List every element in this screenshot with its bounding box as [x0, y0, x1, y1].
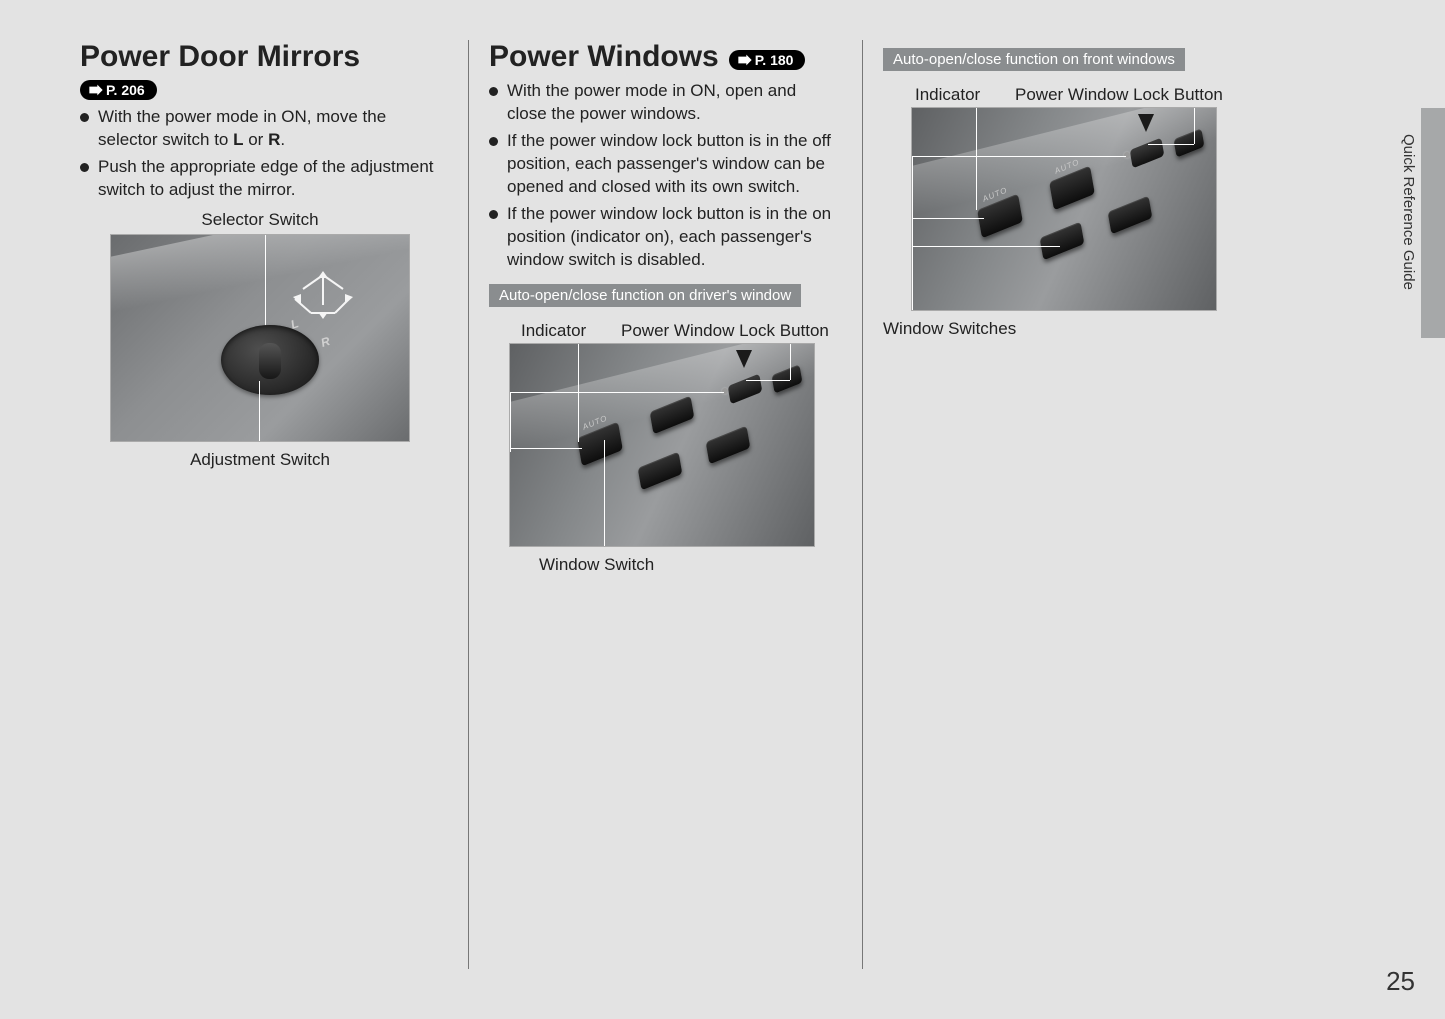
leader-line	[604, 440, 605, 547]
leader-line	[790, 344, 791, 380]
mirror-graphic: L R	[110, 234, 410, 442]
bullet-item: If the power window lock button is in th…	[489, 203, 834, 272]
leader-line	[912, 246, 913, 311]
label-window-switches: Window Switches	[883, 319, 1244, 339]
label-row-driver: Indicator Power Window Lock Button	[489, 321, 834, 341]
window-switch	[705, 425, 750, 464]
label-indicator: Indicator	[521, 321, 621, 341]
label-selector-switch: Selector Switch	[80, 210, 440, 230]
driver-window-graphic: AUTO	[509, 343, 815, 547]
page-ref-arrow-icon	[737, 54, 753, 66]
bullet-item: Push the appropriate edge of the adjustm…	[80, 156, 440, 202]
leader-line	[510, 392, 511, 452]
down-arrow-icon	[736, 350, 752, 368]
indicator-dot	[1124, 152, 1130, 158]
leader-line	[265, 235, 266, 327]
leader-line	[510, 392, 724, 393]
heading-windows-text: Power Windows	[489, 40, 719, 74]
leader-line	[259, 381, 260, 441]
leader-line	[1148, 144, 1194, 145]
bullets-mirrors: With the power mode in ON, move the sele…	[80, 106, 440, 202]
page-content: Power Door Mirrors P. 206 With the power…	[80, 40, 1385, 969]
down-arrow-icon	[1138, 114, 1154, 132]
window-switch	[637, 451, 682, 490]
bullet-item: With the power mode in ON, open and clos…	[489, 80, 834, 126]
side-tab	[1421, 108, 1445, 338]
leader-line	[912, 156, 913, 246]
bullets-windows: With the power mode in ON, open and clos…	[489, 80, 834, 272]
window-switch	[1039, 222, 1084, 261]
r-marker: R	[319, 334, 332, 350]
label-adjustment-switch: Adjustment Switch	[80, 450, 440, 470]
page-ref-mirrors-text: P. 206	[106, 82, 145, 98]
label-lock-button: Power Window Lock Button	[1015, 85, 1244, 105]
page-ref-windows: P. 180	[729, 50, 806, 70]
leader-line	[510, 448, 582, 449]
leader-line	[976, 108, 977, 210]
label-lock-button: Power Window Lock Button	[621, 321, 834, 341]
column-windows: Power Windows P. 180 With the power mode…	[468, 40, 862, 969]
leader-line	[578, 344, 579, 442]
direction-arrows-icon	[293, 269, 363, 323]
bullet-item: If the power window lock button is in th…	[489, 130, 834, 199]
sub-header-front: Auto-open/close function on front window…	[883, 48, 1185, 71]
leader-line	[1194, 108, 1195, 144]
heading-windows: Power Windows P. 180	[489, 40, 834, 74]
page-ref-windows-text: P. 180	[755, 52, 794, 68]
column-mirrors: Power Door Mirrors P. 206 With the power…	[80, 40, 468, 969]
leader-line	[912, 218, 984, 219]
column-front-windows: Auto-open/close function on front window…	[862, 40, 1272, 969]
page-ref-mirrors: P. 206	[80, 80, 157, 100]
label-row-front: Indicator Power Window Lock Button	[883, 85, 1244, 105]
indicator-dot	[722, 388, 728, 394]
window-switch	[1107, 196, 1152, 235]
bullet-item: With the power mode in ON, move the sele…	[80, 106, 440, 152]
side-tab-label: Quick Reference Guide	[1400, 134, 1417, 290]
page-number: 25	[1386, 966, 1415, 997]
leader-line	[746, 380, 790, 381]
label-window-switch: Window Switch	[489, 555, 834, 575]
heading-mirrors: Power Door Mirrors	[80, 40, 440, 74]
leader-line	[912, 156, 1126, 157]
leader-line	[912, 246, 1060, 247]
sub-header-driver: Auto-open/close function on driver's win…	[489, 284, 801, 307]
label-indicator: Indicator	[915, 85, 1015, 105]
page-ref-arrow-icon	[88, 84, 104, 96]
front-window-graphic: AUTO AUTO	[911, 107, 1217, 311]
mirror-knob	[221, 325, 319, 395]
